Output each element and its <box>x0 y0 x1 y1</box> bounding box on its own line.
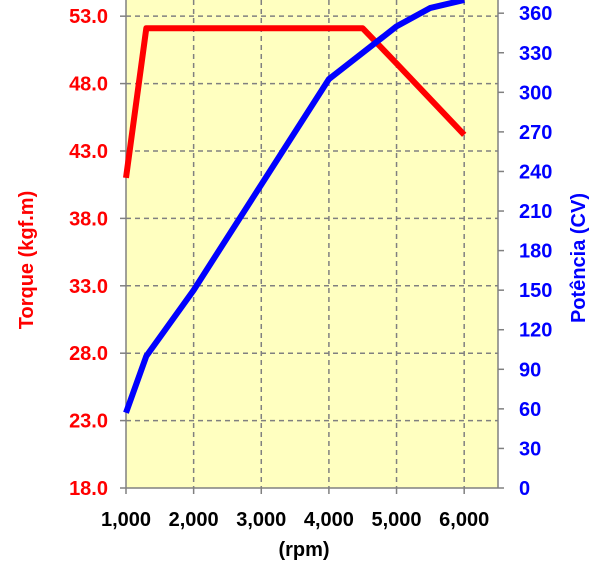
x-tick-label: 4,000 <box>304 509 354 531</box>
power-series-line <box>123 0 465 414</box>
y-left-tick-label: 38.0 <box>69 208 108 230</box>
x-tick-label: 6,000 <box>439 509 489 531</box>
y-right-tick-label: 330 <box>519 43 552 65</box>
y-right-tick-label: 90 <box>519 359 541 381</box>
y-left-tick-label: 23.0 <box>69 411 108 433</box>
torque-series-line <box>123 25 467 179</box>
y-right-tick-label: 240 <box>519 161 552 183</box>
plot-area <box>126 0 498 488</box>
y-left-axis-title: Torque (kgf.m) <box>16 191 38 330</box>
y-right-tick-label: 210 <box>519 201 552 223</box>
y-right-tick-label: 120 <box>519 320 552 342</box>
y-left-tick-label: 43.0 <box>69 141 108 163</box>
y-right-tick-label: 0 <box>519 478 530 500</box>
y-right-tick-label: 360 <box>519 3 552 25</box>
x-tick-label: 1,000 <box>101 509 151 531</box>
y-right-tick-label: 300 <box>519 82 552 104</box>
y-right-tick-label: 180 <box>519 241 552 263</box>
y-right-tick-label: 30 <box>519 438 541 460</box>
x-tick-label: 3,000 <box>236 509 286 531</box>
y-left-tick-label: 18.0 <box>69 478 108 500</box>
y-right-axis-title: Potência (CV) <box>568 193 590 323</box>
y-left-tick-label: 28.0 <box>69 343 108 365</box>
y-left-tick-label: 53.0 <box>69 6 108 28</box>
x-tick-label: 2,000 <box>169 509 219 531</box>
x-axis-title: (rpm) <box>278 539 329 561</box>
y-left-tick-label: 48.0 <box>69 74 108 96</box>
y-left-tick-label: 33.0 <box>69 276 108 298</box>
x-tick-label: 5,000 <box>372 509 422 531</box>
y-right-tick-label: 270 <box>519 122 552 144</box>
y-right-tick-label: 60 <box>519 399 541 421</box>
y-right-tick-label: 150 <box>519 280 552 302</box>
